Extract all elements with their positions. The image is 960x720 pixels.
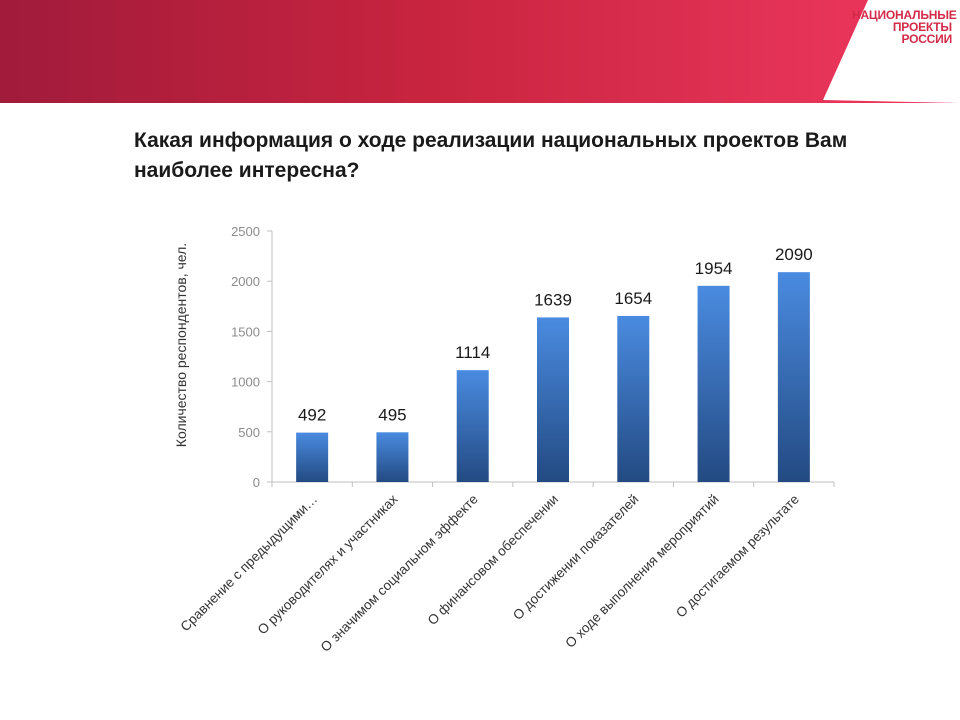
- title-line-1: Какая информация о ходе реализации нацио…: [134, 129, 848, 152]
- bar: [296, 432, 329, 482]
- bar: [376, 432, 409, 482]
- logo-wedge: [823, 0, 960, 103]
- y-tick-label: 0: [253, 475, 260, 490]
- x-tick-label: О ходе выполнения мероприятий: [562, 492, 721, 651]
- logo-line-2: ПРОЕКТЫ: [892, 20, 952, 34]
- header-banner: [0, 0, 960, 103]
- logo-line-1: НАЦИОНАЛЬНЫЕ: [852, 8, 957, 22]
- logo-line-3: РОССИИ: [901, 32, 952, 46]
- data-label: 1654: [614, 289, 652, 308]
- bar: [617, 315, 650, 482]
- data-label: 1954: [695, 259, 733, 278]
- data-label: 495: [378, 405, 406, 424]
- data-label: 2090: [775, 245, 813, 264]
- bar: [697, 285, 730, 482]
- y-tick-label: 1500: [231, 324, 260, 339]
- y-tick-label: 2000: [231, 274, 260, 289]
- national-projects-logo: НАЦИОНАЛЬНЫЕ ПРОЕКТЫ РОССИИ: [852, 8, 957, 46]
- data-label: 492: [298, 406, 326, 425]
- x-tick-label: Сравнение с предыдущими…: [178, 492, 321, 635]
- y-tick-label: 1000: [231, 375, 260, 390]
- page-title: Какая информация о ходе реализации нацио…: [134, 126, 934, 186]
- bar: [777, 272, 810, 482]
- data-label: 1114: [455, 343, 490, 362]
- x-tick-label: О руководителях и участниках: [255, 491, 401, 637]
- y-tick-label: 2500: [231, 224, 260, 239]
- x-tick-label: О значимом социальном эффекте: [318, 492, 481, 655]
- bar: [456, 370, 489, 482]
- y-axis-title: Количество респондентов, чел.: [173, 243, 189, 447]
- title-line-2: наиболее интересна?: [134, 159, 360, 182]
- bar: [537, 317, 569, 482]
- data-label: 1639: [534, 290, 572, 309]
- y-tick-label: 500: [238, 425, 260, 440]
- x-tick-label: О финансовом обеспечении: [425, 492, 562, 629]
